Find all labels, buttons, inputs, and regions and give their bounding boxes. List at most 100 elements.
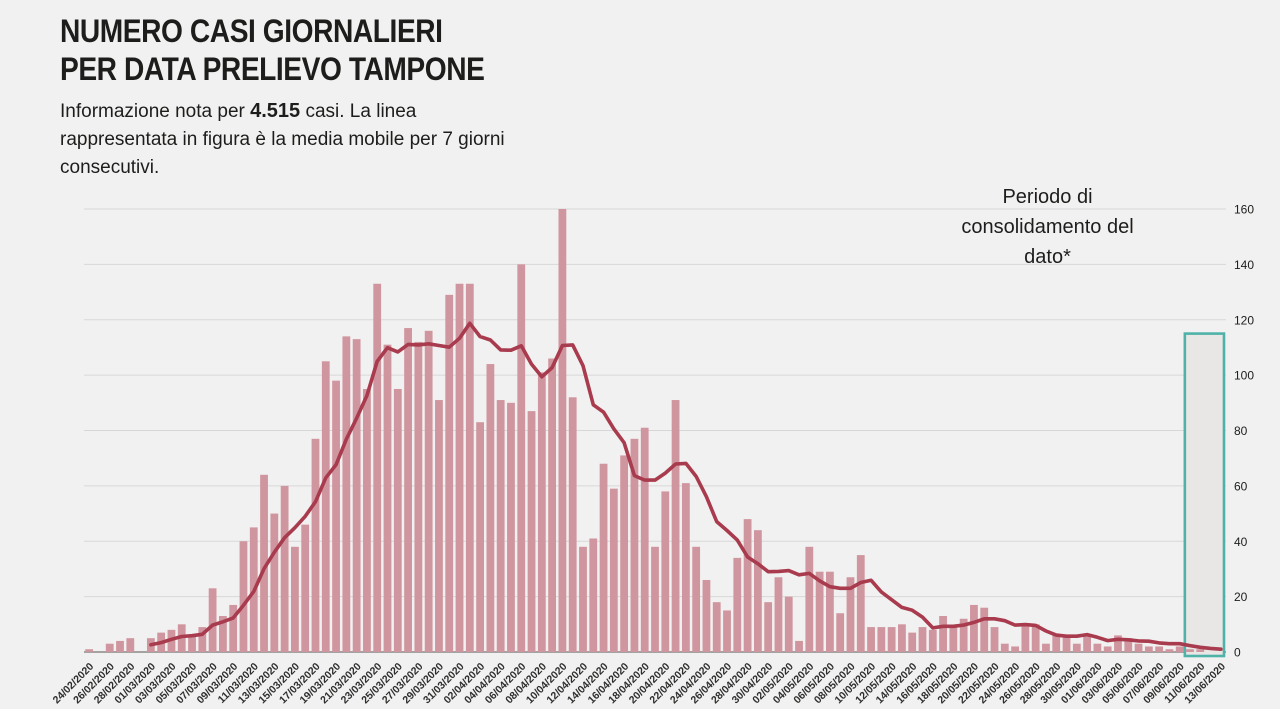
daily-cases-bar [681, 483, 690, 652]
y-tick-label: 100 [1234, 369, 1254, 383]
subtitle-case-count: 4.515 [250, 100, 301, 122]
subtitle-text-post: casi. La linea rappresentata in figura è… [60, 101, 505, 178]
daily-cases-bar [537, 372, 546, 652]
daily-cases-bar [1011, 646, 1019, 652]
daily-cases-bar [393, 388, 402, 652]
daily-cases-bar [1155, 646, 1164, 652]
daily-cases-bar [517, 264, 526, 652]
daily-cases-bar [723, 610, 731, 652]
daily-cases-bar [373, 283, 382, 652]
daily-cases-bar [445, 294, 454, 652]
daily-cases-bar [908, 632, 917, 652]
daily-cases-bar [846, 577, 855, 652]
chart-title: NUMERO CASI GIORNALIERI PER DATA PRELIEV… [60, 12, 542, 88]
daily-cases-bar [630, 438, 639, 652]
daily-cases-bar [363, 388, 371, 652]
daily-cases-bar [301, 524, 310, 652]
daily-cases-bar [1062, 635, 1071, 652]
daily-cases-bar [1031, 624, 1040, 652]
daily-cases-bar [455, 283, 464, 652]
daily-cases-bar [702, 580, 711, 652]
daily-cases-bar [332, 380, 340, 652]
daily-cases-bar [465, 283, 474, 652]
daily-cases-bar [260, 474, 268, 652]
daily-cases-bar [753, 530, 762, 652]
daily-cases-bar [609, 488, 618, 652]
daily-cases-bar [116, 640, 124, 652]
daily-cases-bar [826, 571, 834, 652]
daily-cases-bar [198, 627, 207, 652]
daily-cases-bar [836, 613, 845, 652]
daily-cases-bar [764, 602, 773, 652]
moving-average-line [149, 321, 1223, 651]
y-tick-label: 40 [1234, 535, 1248, 549]
daily-cases-bar [692, 546, 701, 652]
chart-title-line1: NUMERO CASI GIORNALIERI [60, 13, 443, 49]
daily-cases-bar [568, 397, 577, 652]
daily-cases-bar [1175, 646, 1184, 652]
daily-cases-bar [342, 336, 351, 652]
daily-cases-bar [507, 402, 515, 652]
daily-cases-bar [579, 546, 587, 652]
daily-cases-bar [661, 491, 670, 652]
daily-cases-bar [404, 328, 412, 652]
daily-cases-bar [939, 616, 947, 652]
daily-cases-bar [959, 618, 968, 652]
daily-cases-bar [352, 339, 361, 652]
daily-cases-bar [1114, 635, 1122, 652]
daily-cases-bar [918, 627, 927, 652]
daily-cases-bar [1134, 643, 1143, 652]
daily-cases-bar [424, 330, 433, 652]
daily-cases-bar [229, 604, 238, 652]
y-tick-label: 80 [1234, 424, 1248, 438]
daily-cases-bar [795, 640, 803, 652]
daily-cases-bar [970, 604, 978, 652]
daily-cases-bar [548, 358, 557, 652]
daily-cases-bar [486, 364, 495, 652]
daily-cases-bar [805, 546, 814, 652]
y-tick-label: 160 [1234, 203, 1254, 217]
daily-cases-bar [1196, 649, 1205, 652]
chart-title-line2: PER DATA PRELIEVO TAMPONE [60, 51, 485, 87]
daily-cases-bar [270, 513, 279, 652]
daily-cases-bar [208, 588, 217, 652]
daily-cases-bar [476, 422, 484, 652]
daily-cases-bar [1042, 643, 1050, 652]
y-tick-label: 20 [1234, 590, 1248, 604]
daily-cases-bar [496, 400, 505, 652]
daily-cases-bar [1093, 643, 1102, 652]
daily-cases-bar [712, 602, 721, 652]
daily-cases-bar [743, 519, 752, 652]
daily-cases-bar [589, 538, 598, 652]
daily-cases-bar [291, 546, 299, 652]
daily-cases-bar [784, 596, 793, 652]
daily-cases-bar [949, 627, 958, 652]
daily-cases-bar [188, 635, 196, 652]
consolidation-period-box [1183, 332, 1226, 658]
daily-cases-bar [877, 627, 886, 652]
daily-cases-bar [239, 541, 248, 652]
daily-cases-bar [887, 627, 896, 652]
daily-cases-bar [85, 649, 94, 652]
daily-cases-bar [1165, 649, 1174, 652]
consolidation-annotation: Periodo di consolidamento del dato* [961, 186, 1134, 268]
subtitle-text-pre: Informazione nota per [60, 101, 251, 122]
daily-cases-bar [599, 463, 608, 652]
daily-cases-bar [640, 427, 649, 652]
daily-cases-bar [815, 571, 824, 652]
daily-cases-bar [980, 607, 989, 652]
daily-cases-bar [867, 627, 875, 652]
daily-cases-bar [218, 616, 227, 652]
daily-cases-bar [558, 209, 567, 652]
chart-subtitle: Informazione nota per 4.515 casi. La lin… [60, 97, 515, 182]
daily-cases-bar [1124, 638, 1133, 652]
daily-cases-bar [414, 341, 423, 652]
daily-cases-bar [990, 627, 999, 652]
y-tick-label: 120 [1234, 313, 1254, 327]
daily-cases-bar [1186, 649, 1194, 652]
daily-cases-bar [774, 577, 783, 652]
daily-cases-bar [671, 400, 680, 652]
daily-cases-bar [105, 643, 114, 652]
daily-cases-bar [435, 400, 443, 652]
